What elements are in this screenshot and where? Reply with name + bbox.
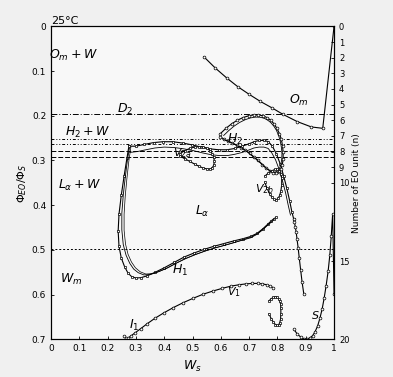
- Text: $V_{2a}$: $V_{2a}$: [173, 146, 192, 160]
- Text: $O_m$: $O_m$: [289, 93, 309, 108]
- Text: $W_m$: $W_m$: [60, 271, 82, 287]
- Text: $H_1$: $H_1$: [172, 262, 188, 277]
- Text: $H_2$: $H_2$: [227, 132, 243, 147]
- Text: $V_1$: $V_1$: [227, 285, 241, 299]
- X-axis label: $W_s$: $W_s$: [183, 359, 202, 374]
- Text: $S$: $S$: [311, 309, 320, 321]
- Y-axis label: Number of EO unit (n): Number of EO unit (n): [352, 133, 361, 233]
- Text: $I_1$: $I_1$: [129, 318, 140, 333]
- Text: $L_{\alpha}$: $L_{\alpha}$: [195, 204, 210, 219]
- Text: $V_{2b}$: $V_{2b}$: [255, 182, 274, 196]
- Text: $D_2$: $D_2$: [117, 101, 133, 116]
- Y-axis label: $\Phi_{EO}/\Phi_S$: $\Phi_{EO}/\Phi_S$: [15, 163, 29, 202]
- Text: $L_{\alpha}+W$: $L_{\alpha}+W$: [58, 178, 101, 193]
- Text: 25°C: 25°C: [51, 15, 79, 26]
- Text: $O_m+W$: $O_m+W$: [50, 48, 98, 63]
- Text: $H_2+W$: $H_2+W$: [65, 125, 110, 140]
